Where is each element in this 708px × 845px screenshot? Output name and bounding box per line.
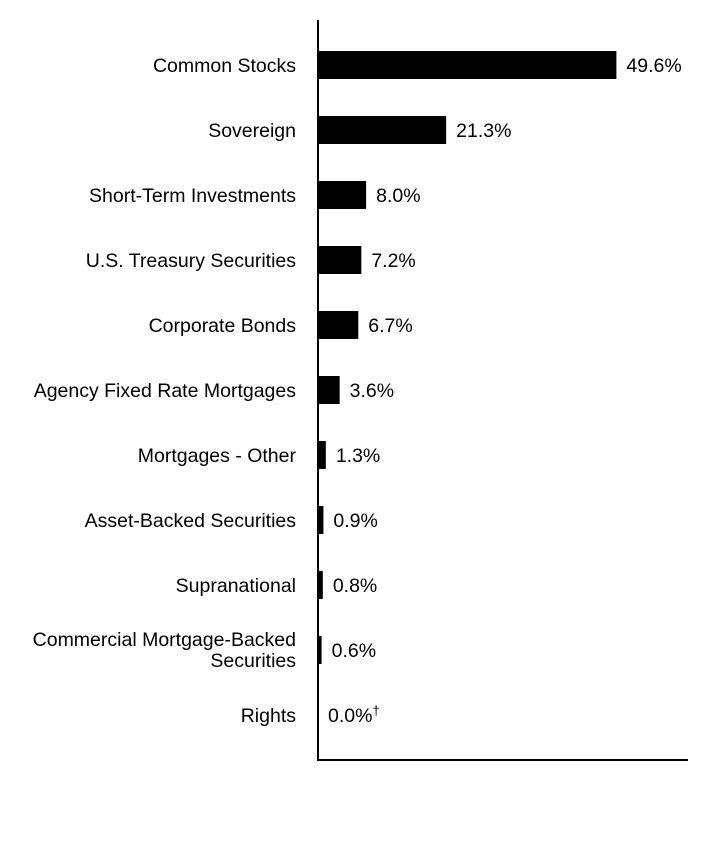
category-label-sovereign: Sovereign (208, 120, 296, 142)
value-label-short-term-investments: 8.0% (376, 185, 420, 207)
bar-agency-fixed-rate-mortgages (318, 376, 340, 404)
value-label-corporate-bonds: 6.7% (368, 315, 412, 337)
bar-commercial-mortgage-backed-securities (318, 636, 322, 664)
value-label-common-stocks: 49.6% (626, 55, 681, 77)
category-label-u-s-treasury-securities: U.S. Treasury Securities (86, 250, 296, 272)
bar-asset-backed-securities (318, 506, 324, 534)
bar-supranational (318, 571, 323, 599)
bar-u-s-treasury-securities (318, 246, 362, 274)
category-label-commercial-mortgage-backed-securities: Commercial Mortgage-Backed Securities (33, 629, 297, 672)
value-label-sovereign: 21.3% (456, 120, 511, 142)
bar-sovereign (318, 116, 447, 144)
value-label-supranational: 0.8% (333, 575, 377, 597)
labels-layer: Common Stocks 49.6% Sovereign 21.3% Short-Te… (33, 55, 682, 727)
category-label-agency-fixed-rate-mortgages: Agency Fixed Rate Mortgages (34, 380, 297, 402)
value-label-commercial-mortgage-backed-securities: 0.6% (332, 640, 376, 662)
bar-mortgages-other (318, 441, 326, 469)
category-label-common-stocks: Common Stocks (153, 55, 296, 77)
value-label-rights: 0.0%† (328, 703, 380, 727)
bar-corporate-bonds (318, 311, 359, 339)
value-label-mortgages-other: 1.3% (336, 445, 380, 467)
category-label-mortgages-other: Mortgages - Other (138, 445, 297, 467)
category-label-corporate-bonds: Corporate Bonds (149, 315, 297, 337)
value-label-asset-backed-securities: 0.9% (333, 510, 377, 532)
category-label-rights: Rights (241, 705, 297, 727)
value-label-agency-fixed-rate-mortgages: 3.6% (350, 380, 394, 402)
category-label-supranational: Supranational (176, 575, 296, 597)
bar-common-stocks (318, 51, 617, 79)
category-label-asset-backed-securities: Asset-Backed Securities (85, 510, 297, 532)
bar-short-term-investments (318, 181, 367, 209)
value-label-u-s-treasury-securities: 7.2% (371, 250, 415, 272)
bars-layer (318, 51, 617, 664)
category-label-short-term-investments: Short-Term Investments (89, 185, 296, 207)
